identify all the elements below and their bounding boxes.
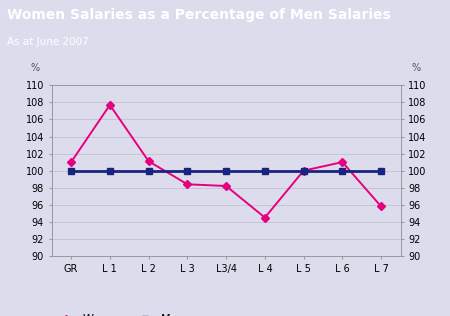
Text: Women Salaries as a Percentage of Men Salaries: Women Salaries as a Percentage of Men Sa… [7, 8, 391, 22]
Legend: Women, Men: Women, Men [50, 310, 189, 316]
Text: As at June 2007: As at June 2007 [7, 37, 89, 47]
Text: %: % [31, 63, 40, 73]
Text: %: % [412, 63, 421, 73]
